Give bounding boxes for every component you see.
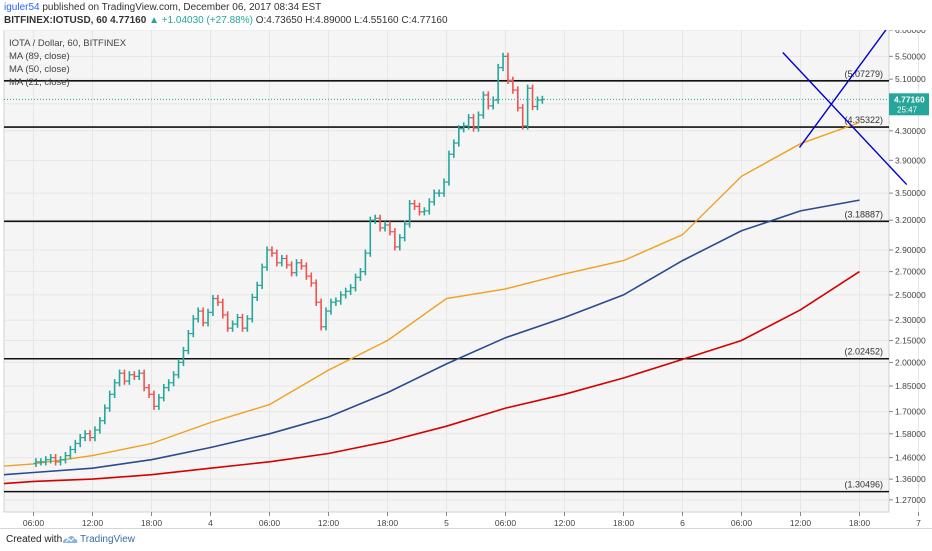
x-tick-label: 18:00 — [377, 518, 399, 528]
bar-countdown-label: 25:47 — [897, 105, 918, 114]
moving-averages — [3, 121, 860, 485]
x-tick-label: 12:00 — [790, 518, 812, 528]
y-tick-label: 2.50000 — [895, 290, 926, 300]
chart-header: iguler54 published on TradingView.com, D… — [0, 0, 932, 28]
x-tick-label: 4 — [208, 518, 213, 528]
y-tick-label: 6.00000 — [895, 30, 926, 35]
x-tick-label: 6 — [680, 518, 685, 528]
x-tick-label: 7 — [916, 518, 921, 528]
x-tick-label: 18:00 — [141, 518, 163, 528]
legend-ma21[interactable]: MA (21, close) — [9, 77, 70, 88]
x-tick-label: 5 — [444, 518, 449, 528]
last-price-label: 4.77160 — [894, 94, 925, 104]
y-tick-label: 2.30000 — [895, 315, 926, 325]
y-tick-label: 2.70000 — [895, 267, 926, 277]
x-tick-label: 12:00 — [554, 518, 576, 528]
ohlc-values: O:4.73650 H:4.89000 L:4.55160 C:4.77160 — [252, 15, 448, 26]
x-tick-label: 12:00 — [318, 518, 340, 528]
last-price-tag — [889, 93, 929, 116]
time-axis[interactable]: 06:00 12:00 18:00 4 06:00 12:00 18:00 5 06:00 12:… — [23, 512, 921, 528]
y-tick-label: 2.90000 — [895, 245, 926, 255]
level-label: (4.35322) — [844, 115, 883, 125]
level-label: (1.30496) — [844, 480, 883, 490]
ohlc-line: BITFINEX:IOTUSD, 60 4.77160 ▲ +1.04030 (… — [4, 15, 448, 26]
y-tick-label: 3.90000 — [895, 155, 926, 165]
footer: Created with TradingView — [0, 528, 932, 551]
price-chart[interactable]: (5.07279) (4.35322) (3.18887) (2.02452) (1.3… — [0, 17, 932, 528]
y-tick-label: 2.00000 — [895, 357, 926, 367]
tradingview-logo-icon[interactable] — [62, 532, 78, 549]
x-tick-label: 06:00 — [731, 518, 753, 528]
tradingview-link[interactable]: TradingView — [80, 534, 136, 545]
y-tick-label: 5.50000 — [895, 51, 926, 61]
x-tick-label: 18:00 — [849, 518, 871, 528]
x-tick-label: 06:00 — [495, 518, 517, 528]
price-axis[interactable]: 6.000005.500005.100004.700004.300003.900… — [889, 25, 929, 505]
symbol-info: BITFINEX:IOTUSD, 60 4.77160 — [4, 15, 150, 26]
author-link[interactable]: iguler54 — [4, 2, 40, 13]
ma21-line — [3, 121, 860, 467]
y-tick-label: 1.27000 — [895, 495, 926, 505]
level-label: (5.07279) — [844, 69, 883, 79]
y-tick-label: 5.10000 — [895, 74, 926, 84]
x-tick-label: 18:00 — [613, 518, 635, 528]
trendline — [782, 52, 908, 186]
chart-area[interactable]: (5.07279) (4.35322) (3.18887) (2.02452) (1.3… — [0, 17, 932, 533]
ma89-line — [3, 270, 860, 485]
ma50-line — [3, 199, 860, 476]
x-tick-label: 06:00 — [259, 518, 281, 528]
horizontal-levels: (5.07279) (4.35322) (3.18887) (2.02452) (1.3… — [4, 69, 889, 493]
ohlc-bars — [33, 52, 545, 468]
publish-line: iguler54 published on TradingView.com, D… — [4, 2, 321, 13]
y-tick-label: 1.70000 — [895, 407, 926, 417]
y-tick-label: 1.58000 — [895, 429, 926, 439]
y-tick-label: 4.30000 — [895, 126, 926, 136]
x-tick-label: 06:00 — [23, 518, 45, 528]
level-label: (2.02452) — [844, 347, 883, 357]
y-tick-label: 3.20000 — [895, 215, 926, 225]
chart-legend: IOTA / Dollar, 60, BITFINEX MA (89, clos… — [9, 37, 126, 89]
grid — [4, 29, 919, 512]
legend-ma89[interactable]: MA (89, close) — [9, 51, 70, 62]
created-with-label: Created with — [6, 534, 63, 545]
legend-symbol: IOTA / Dollar, 60, BITFINEX — [9, 38, 127, 49]
y-tick-label: 3.50000 — [895, 188, 926, 198]
legend-ma50[interactable]: MA (50, close) — [9, 64, 70, 75]
price-change: ▲ +1.04030 (+27.88%) — [149, 15, 253, 26]
level-label: (3.18887) — [844, 209, 883, 219]
trendline — [798, 17, 896, 148]
y-tick-label: 1.85000 — [895, 381, 926, 391]
x-tick-label: 12:00 — [82, 518, 104, 528]
y-tick-label: 2.15000 — [895, 336, 926, 346]
y-tick-label: 1.46000 — [895, 453, 926, 463]
publish-info: published on TradingView.com, December 0… — [39, 2, 322, 13]
trendlines — [782, 17, 908, 186]
y-tick-label: 1.36000 — [895, 474, 926, 484]
